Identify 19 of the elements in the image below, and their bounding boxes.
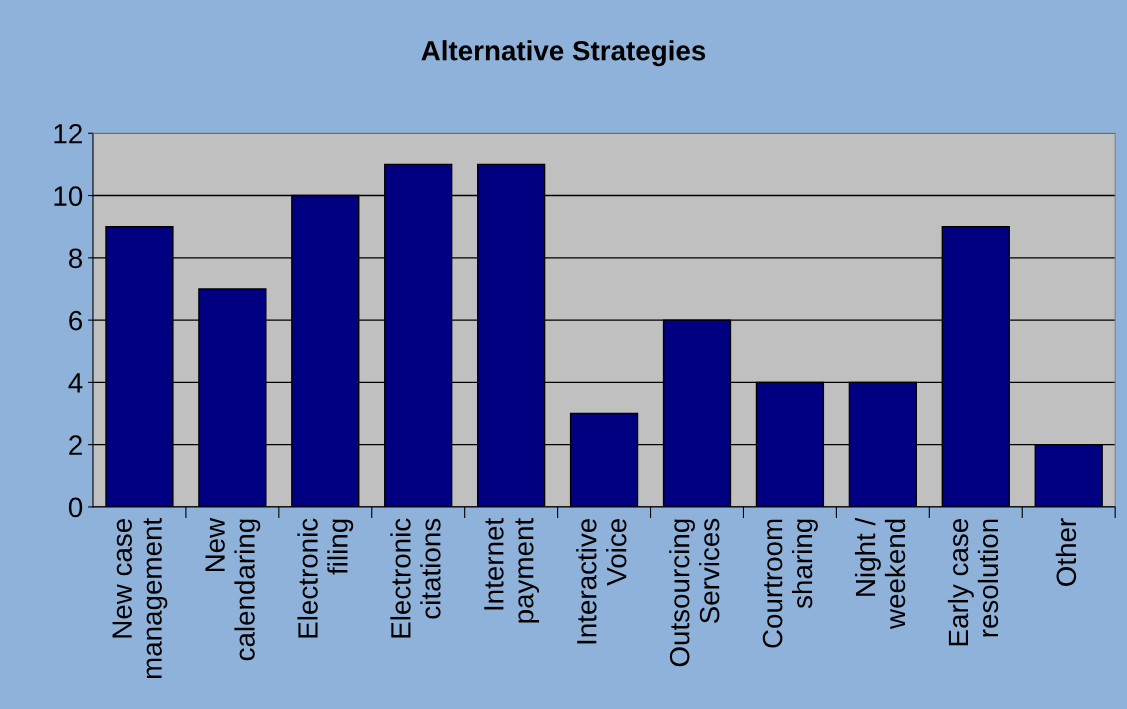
x-tick-label: Internet payment (484, 518, 540, 623)
x-tick-label: Night / weekend (854, 517, 906, 630)
x-tick-label: Electronic filing (297, 518, 354, 638)
y-tick-label: 4 (68, 373, 83, 393)
x-tick-label: Outsourcing Services (669, 518, 720, 667)
x-tick-label: New case management (112, 518, 168, 679)
y-tick-label: 10 (54, 186, 83, 206)
x-tick-label: New calendaring (205, 517, 261, 661)
chart-title: Alternative Strategies (421, 40, 706, 67)
x-tick-label: Other (1055, 518, 1077, 586)
y-tick-label: 0 (68, 497, 83, 518)
y-tick-label: 12 (54, 123, 82, 144)
x-tick-label: Interactive Voice (576, 519, 627, 644)
y-tick-label: 2 (69, 435, 82, 455)
y-tick-label: 8 (69, 248, 83, 269)
y-tick-label: 6 (69, 310, 83, 331)
x-tick-label: Electronic citations (390, 518, 441, 638)
x-tick-label: Early case resolution (947, 519, 999, 646)
x-tick-label: Courtroom sharing (762, 519, 818, 648)
